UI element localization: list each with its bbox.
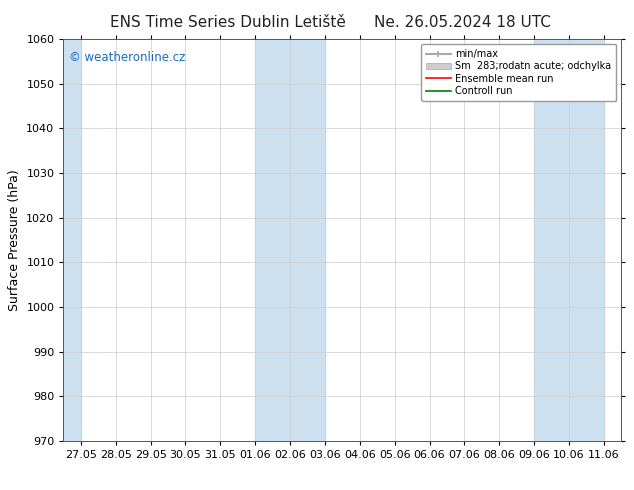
Legend: min/max, Sm  283;rodatn acute; odchylka, Ensemble mean run, Controll run: min/max, Sm 283;rodatn acute; odchylka, …: [422, 44, 616, 101]
Text: Ne. 26.05.2024 18 UTC: Ne. 26.05.2024 18 UTC: [375, 15, 551, 30]
Bar: [63, 39, 81, 441]
Y-axis label: Surface Pressure (hPa): Surface Pressure (hPa): [8, 169, 21, 311]
Bar: [255, 39, 325, 441]
Text: © weatheronline.cz: © weatheronline.cz: [69, 51, 185, 64]
Bar: [534, 39, 604, 441]
Text: ENS Time Series Dublin Letiště: ENS Time Series Dublin Letiště: [110, 15, 346, 30]
